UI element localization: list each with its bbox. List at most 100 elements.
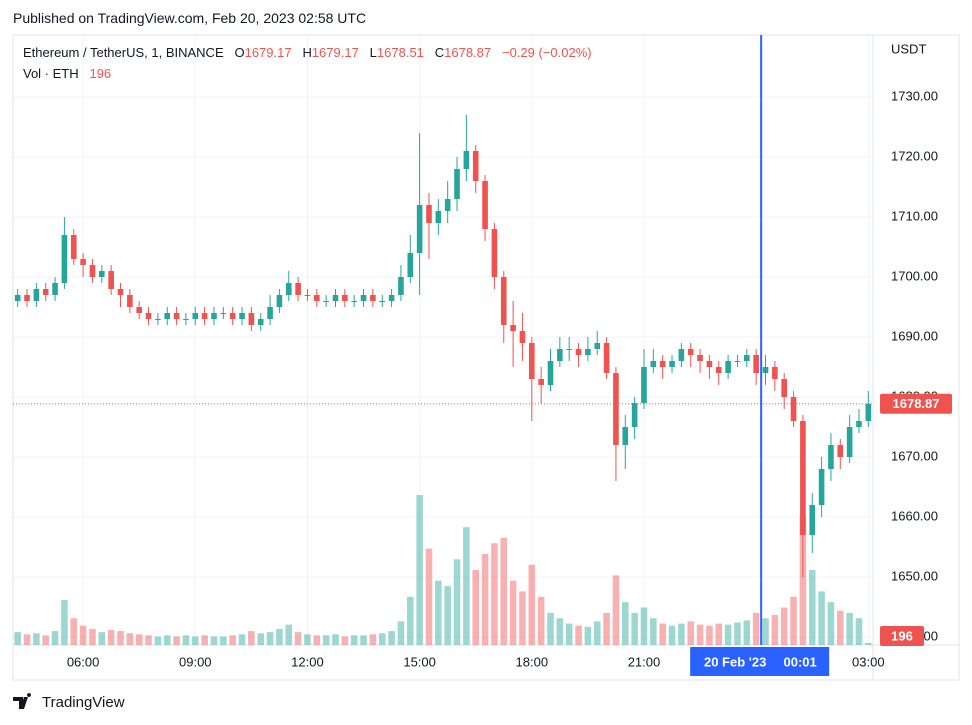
volume-bar	[117, 631, 124, 645]
candle-body	[744, 355, 750, 362]
volume-bar	[51, 631, 59, 645]
candle-body	[173, 312, 180, 319]
volume-bar	[752, 612, 760, 645]
volume-bar	[780, 607, 788, 645]
volume-bar	[837, 610, 844, 645]
volume-bar	[23, 634, 31, 645]
volume-bar	[378, 633, 386, 645]
volume-bar	[612, 575, 620, 645]
candle-body	[99, 270, 105, 277]
candle-layer	[14, 114, 872, 578]
candle-body	[575, 349, 582, 356]
volume-bar	[724, 624, 732, 645]
candle-body	[426, 204, 432, 223]
x-tick-label: 03:00	[852, 654, 885, 669]
candle-body	[248, 312, 255, 325]
candle-body	[351, 300, 357, 302]
candle-body	[772, 367, 778, 380]
volume-bar	[220, 636, 227, 645]
candle-body	[257, 318, 264, 325]
candle-body	[33, 288, 40, 301]
candle-body	[631, 403, 638, 428]
candle-body	[828, 445, 834, 470]
volume-current: 196	[89, 66, 112, 81]
volume-bar	[509, 580, 517, 645]
volume-bar	[238, 634, 246, 645]
candle-body	[865, 403, 872, 422]
volume-bar	[771, 615, 779, 645]
volume-bar	[145, 635, 152, 645]
ohlc-open-label: O	[234, 45, 245, 60]
volume-bar	[528, 564, 536, 645]
candle-body	[725, 361, 731, 374]
volume-label: Vol · ETH	[23, 66, 79, 81]
candle-body	[239, 312, 245, 319]
candle-body	[687, 349, 694, 356]
candle-body	[510, 324, 516, 331]
symbol-legend: Ethereum / TetherUS, 1, BINANCE O1679.17…	[23, 45, 592, 60]
candle-body	[762, 367, 769, 374]
volume-bar	[678, 623, 685, 645]
volume-bar	[360, 635, 367, 645]
candle-body	[650, 361, 657, 368]
candle-body	[52, 282, 58, 295]
volume-bar	[135, 634, 143, 645]
volume-bar	[248, 631, 255, 645]
volume-bar	[855, 618, 863, 645]
candle-body	[117, 288, 124, 295]
volume-bar	[500, 537, 508, 645]
candle-body	[24, 294, 30, 301]
volume-bar	[818, 591, 825, 645]
volume-bar	[622, 602, 629, 645]
volume-bar	[98, 632, 106, 645]
candle-body	[659, 361, 666, 368]
change: −0.29 (−0.02%)	[501, 45, 592, 60]
candle-body	[781, 379, 787, 398]
volume-bar	[435, 580, 442, 645]
volume-bar	[341, 636, 349, 645]
volume-bar	[734, 622, 741, 645]
candle-body	[342, 294, 348, 301]
candle-body	[566, 349, 572, 351]
volume-bar	[650, 618, 657, 645]
x-tick-label: 21:00	[628, 654, 661, 669]
volume-bar	[229, 635, 236, 645]
volume-bar	[565, 623, 573, 645]
candle-body	[435, 210, 442, 223]
ohlc-low: 1678.51	[376, 45, 424, 60]
candle-body	[734, 361, 741, 363]
candle-body	[192, 312, 199, 319]
volume-bar	[715, 623, 723, 645]
candle-body	[697, 355, 703, 362]
candle-body	[706, 361, 713, 368]
volume-bar	[257, 633, 264, 645]
candle-body	[229, 312, 236, 319]
y-tick-label: 1690.00	[891, 328, 938, 343]
candle-body	[800, 421, 806, 536]
candle-body	[715, 367, 722, 374]
brand-logo	[13, 693, 32, 709]
x-tick-label: 09:00	[179, 654, 212, 669]
candle-body	[398, 276, 404, 295]
y-tick-label: 1670.00	[891, 448, 938, 463]
volume-bar	[593, 621, 601, 645]
crosshair-time: 00:01	[784, 654, 817, 669]
volume-bar	[743, 620, 751, 645]
volume-bar	[808, 570, 816, 645]
crosshair-date: 20 Feb '23	[704, 654, 766, 669]
volume-bar	[556, 618, 564, 645]
candle-body	[360, 294, 367, 301]
volume-bar	[706, 625, 713, 645]
candle-body	[585, 349, 591, 356]
volume-bar	[276, 628, 283, 645]
overlay-layer: 1640.001650.001660.001670.001680.001690.…	[13, 35, 952, 676]
volume-bar	[70, 618, 78, 645]
candle-body	[790, 397, 797, 422]
candle-body	[267, 306, 273, 319]
volume-bar	[14, 632, 21, 645]
candle-body	[856, 421, 862, 428]
chart-frame	[12, 34, 960, 681]
last-price-label: 1678.87	[893, 396, 940, 411]
ohlc-high: 1679.17	[311, 45, 359, 60]
